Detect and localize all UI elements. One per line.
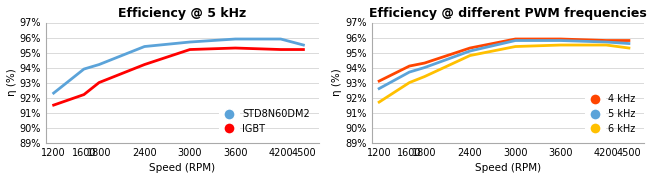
Title: Efficiency @ different PWM frequencies: Efficiency @ different PWM frequencies [369,7,646,20]
Y-axis label: η (%): η (%) [333,69,342,96]
Title: Efficiency @ 5 kHz: Efficiency @ 5 kHz [118,7,247,20]
X-axis label: Speed (RPM): Speed (RPM) [149,163,215,173]
Y-axis label: η (%): η (%) [7,69,17,96]
X-axis label: Speed (RPM): Speed (RPM) [475,163,541,173]
Legend: STD8N60DM2, IGBT: STD8N60DM2, IGBT [215,105,314,138]
Legend: 4 kHz, 5 kHz, 6 kHz: 4 kHz, 5 kHz, 6 kHz [582,90,639,138]
